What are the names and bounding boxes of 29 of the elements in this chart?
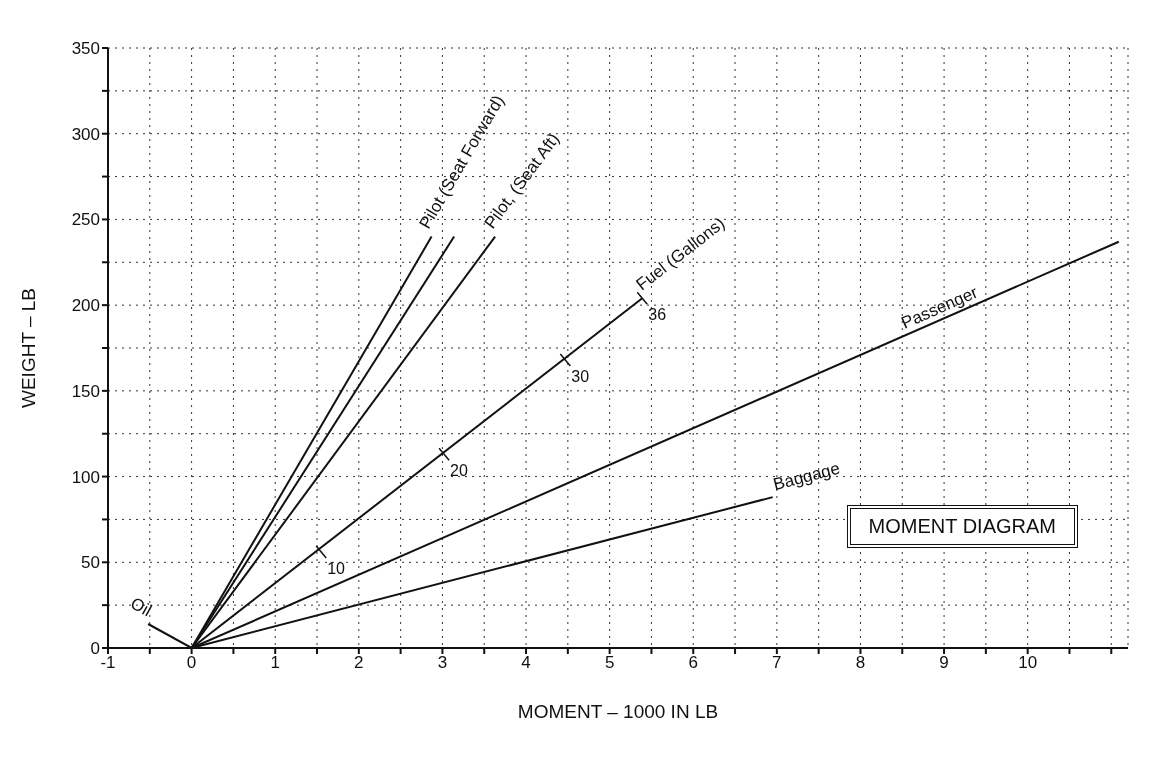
x-tick-label: 1 xyxy=(270,653,280,673)
text: Oil xyxy=(127,593,155,621)
x-tick-label: 4 xyxy=(521,653,531,673)
y-tick-label: 200 xyxy=(71,296,100,316)
x-tick-label: 6 xyxy=(688,653,698,673)
x-axis-title: MOMENT – 1000 IN LB xyxy=(517,701,719,722)
x-tick-label: 8 xyxy=(855,653,866,673)
x-tick-label: 2 xyxy=(354,653,364,673)
x-tick-label: 0 xyxy=(186,653,197,673)
text: Baggage xyxy=(771,458,842,495)
annotation: 30 xyxy=(571,368,590,385)
x-tick-label: 10 xyxy=(1018,653,1038,673)
y-tick-label: 150 xyxy=(71,381,100,401)
y-tick-label: 0 xyxy=(90,639,100,659)
x-tick-label: 7 xyxy=(772,653,782,673)
y-tick-label: 300 xyxy=(71,124,100,144)
y-tick-label: 100 xyxy=(71,467,100,487)
y-axis-title: WEIGHT – LB xyxy=(17,287,39,409)
annotation: 20 xyxy=(450,462,468,480)
y-tick-label: 250 xyxy=(71,210,100,230)
x-tick-label: 9 xyxy=(939,653,949,673)
x-tick-label: 5 xyxy=(604,653,615,673)
annotation: MOMENT DIAGRAM xyxy=(846,505,1078,548)
y-tick-label: 50 xyxy=(81,553,100,573)
y-tick-label: 350 xyxy=(71,39,100,59)
x-tick-label: -1 xyxy=(100,653,116,673)
annotation: 10 xyxy=(327,560,346,577)
annotation: 36 xyxy=(648,306,667,324)
x-tick-label: 3 xyxy=(437,653,448,673)
